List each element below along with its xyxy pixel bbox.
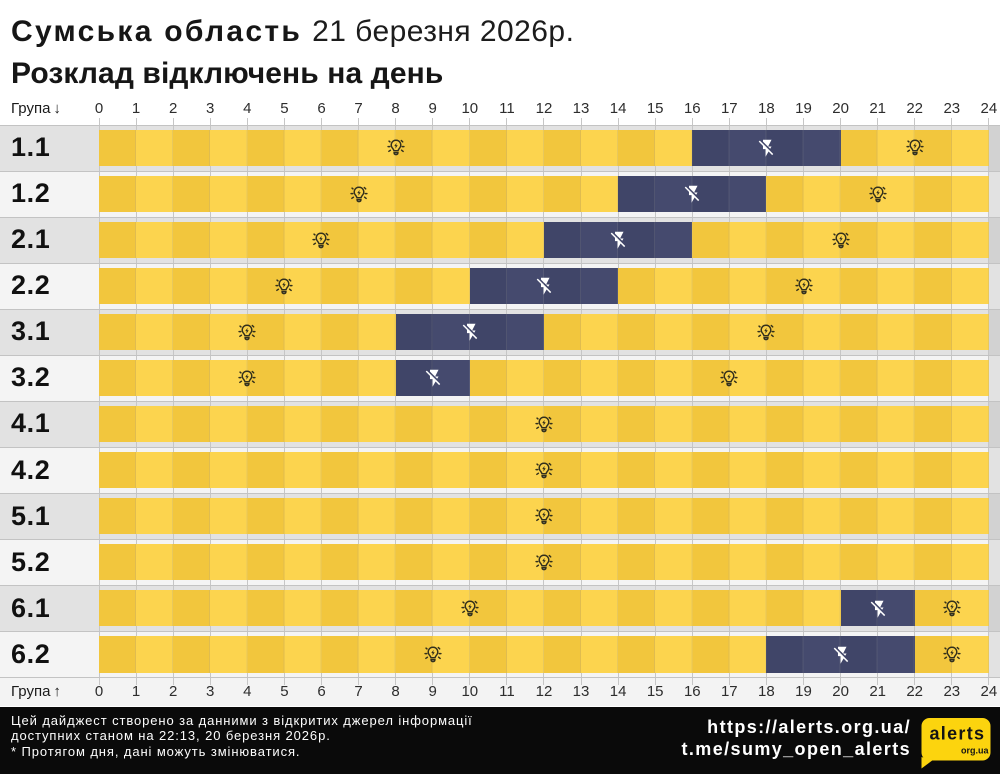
svg-text:org.ua: org.ua (961, 746, 989, 756)
svg-text:alerts: alerts (930, 724, 986, 744)
